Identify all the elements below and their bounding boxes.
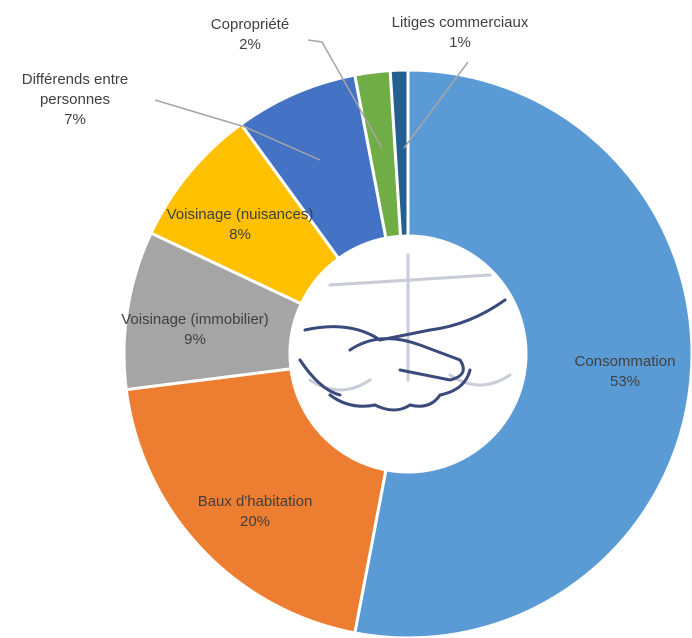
category-label: Voisinage (nuisances) xyxy=(155,205,325,225)
page: Consommation53% Baux d'habitation20% Voisi… xyxy=(0,0,692,638)
category-label: Voisinage (immobilier) xyxy=(110,310,280,330)
category-label: Copropriété xyxy=(165,15,335,35)
percent-label: 8% xyxy=(155,225,325,245)
category-label: Litiges commerciaux xyxy=(375,13,545,33)
category-label: Différends entre personnes xyxy=(0,70,150,110)
percent-label: 9% xyxy=(110,330,280,350)
percent-label: 2% xyxy=(165,35,335,55)
data-label: Voisinage (immobilier)9% xyxy=(110,310,280,350)
category-label: Consommation xyxy=(540,352,692,372)
percent-label: 20% xyxy=(170,512,340,532)
percent-label: 7% xyxy=(0,110,150,130)
category-label: Baux d'habitation xyxy=(170,492,340,512)
center-emblem xyxy=(300,255,510,410)
data-label: Voisinage (nuisances)8% xyxy=(155,205,325,245)
percent-label: 53% xyxy=(540,372,692,392)
percent-label: 1% xyxy=(375,33,545,53)
